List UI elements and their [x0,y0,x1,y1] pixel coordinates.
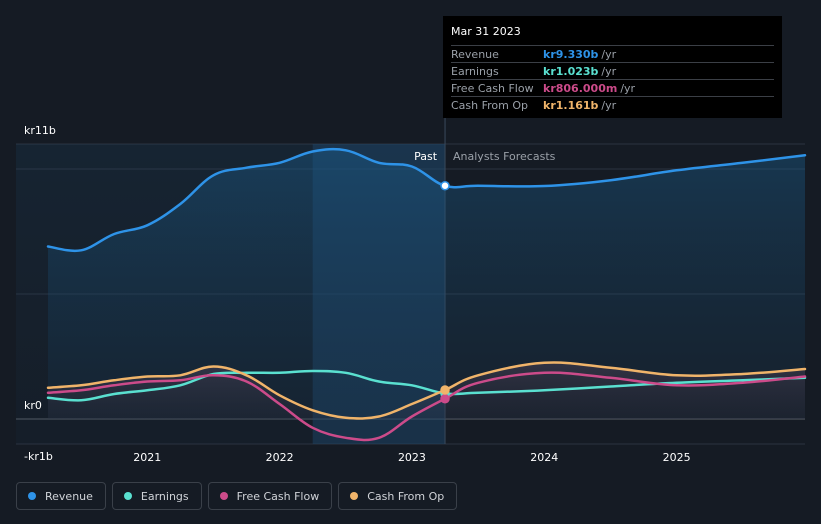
legend-item-earnings[interactable]: Earnings [111,482,202,510]
y-tick-label: kr11b [24,124,56,137]
past-label: Past [414,150,438,163]
legend-label: Revenue [45,489,93,503]
tooltip-label: Free Cash Flow [451,81,534,95]
legend-dot-icon [28,492,36,500]
forecast-label: Analysts Forecasts [453,150,556,163]
legend-dot-icon [350,492,359,500]
legend-dot-icon [123,492,132,500]
tooltip-label: Earnings [451,64,499,78]
revenue-area [48,149,805,419]
legend-label: Earnings [140,489,189,503]
legend-label: Cash From Op [367,489,445,503]
x-tick-label: 2024 [530,451,558,464]
cash-from-op-marker [440,385,450,395]
earnings-line [46,369,807,402]
x-tick-label: 2023 [398,451,426,464]
tooltip-row-earnings: Earnings kr1.023b /yr [451,62,774,79]
revenue-line [46,147,807,253]
tooltip-row-revenue: Revenue kr9.330b /yr [451,45,774,62]
tooltip-value: kr9.330b [543,47,599,61]
tooltip-unit: /yr [601,64,617,78]
tooltip-unit: /yr [601,98,617,112]
legend: Revenue Earnings Free Cash Flow Cash Fro… [16,482,458,510]
x-tick-label: 2025 [663,451,691,464]
cash-from-op-area [48,362,805,419]
x-tick-label: 2022 [266,451,294,464]
tooltip-row-free-cash-flow: Free Cash Flow kr806.000m /yr [451,79,774,96]
revenue-marker [440,181,450,191]
tooltip-label: Revenue [451,47,499,61]
tooltip-date: Mar 31 2023 [451,25,521,38]
tooltip-unit: /yr [601,47,617,61]
legend-label: Free Cash Flow [236,489,320,503]
legend-item-revenue[interactable]: Revenue [16,482,106,510]
y-tick-label: kr0 [24,399,42,412]
legend-dot-icon [219,492,228,500]
legend-item-free-cash-flow[interactable]: Free Cash Flow [207,482,333,510]
cash-from-op-line [46,361,807,420]
tooltip-value: kr1.161b [543,98,599,112]
tooltip-value: kr806.000m [543,81,618,95]
tooltip-row-cash-from-op: Cash From Op kr1.161b /yr [451,96,774,113]
free-cash-flow-line [46,371,807,442]
tooltip: Mar 31 2023 Revenue kr9.330b /yr Earning… [443,16,782,118]
x-tick-label: 2021 [133,451,161,464]
tooltip-unit: /yr [620,81,636,95]
free-cash-flow-marker [440,394,450,404]
tooltip-value: kr1.023b [543,64,599,78]
legend-item-cash-from-op[interactable]: Cash From Op [338,482,458,510]
y-tick-label: -kr1b [24,450,53,463]
tooltip-label: Cash From Op [451,98,529,112]
